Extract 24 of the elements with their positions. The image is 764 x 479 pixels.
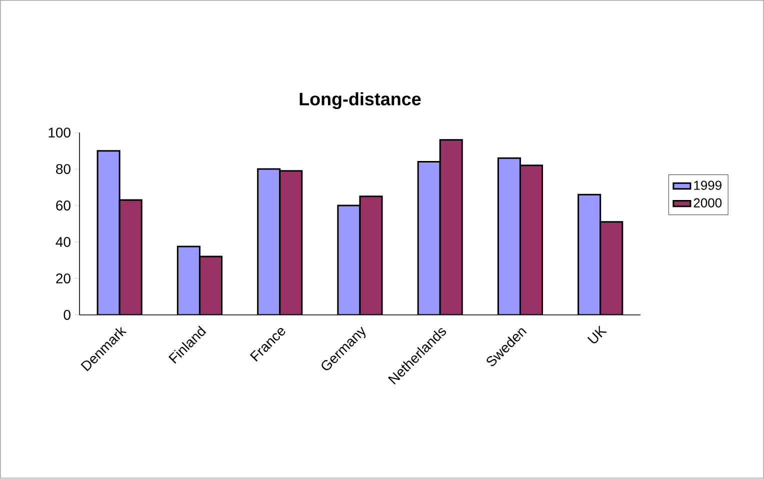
bar [600,221,624,316]
bar [337,204,361,316]
bar [257,168,281,316]
chart-title: Long-distance [300,92,421,110]
y-tick-label: 100 [48,128,70,138]
bar [118,200,142,316]
y-tick-label: 40 [56,237,70,248]
bar [519,164,544,316]
y-tick-label: 0 [64,310,70,320]
y-tick-label: 60 [56,200,70,211]
y-tick-label: 80 [56,164,70,174]
bar [279,170,303,316]
y-tick-label: 20 [56,274,70,284]
bar [359,196,383,316]
bar [578,194,602,316]
legend-label: 1999 [694,180,722,190]
x-tick-label: UK [587,326,608,344]
legend-label: 2000 [694,198,722,208]
bar [497,158,521,316]
bar [96,150,120,316]
bar [176,246,200,316]
bar [417,161,441,316]
bar [439,139,463,316]
bar [198,256,223,316]
